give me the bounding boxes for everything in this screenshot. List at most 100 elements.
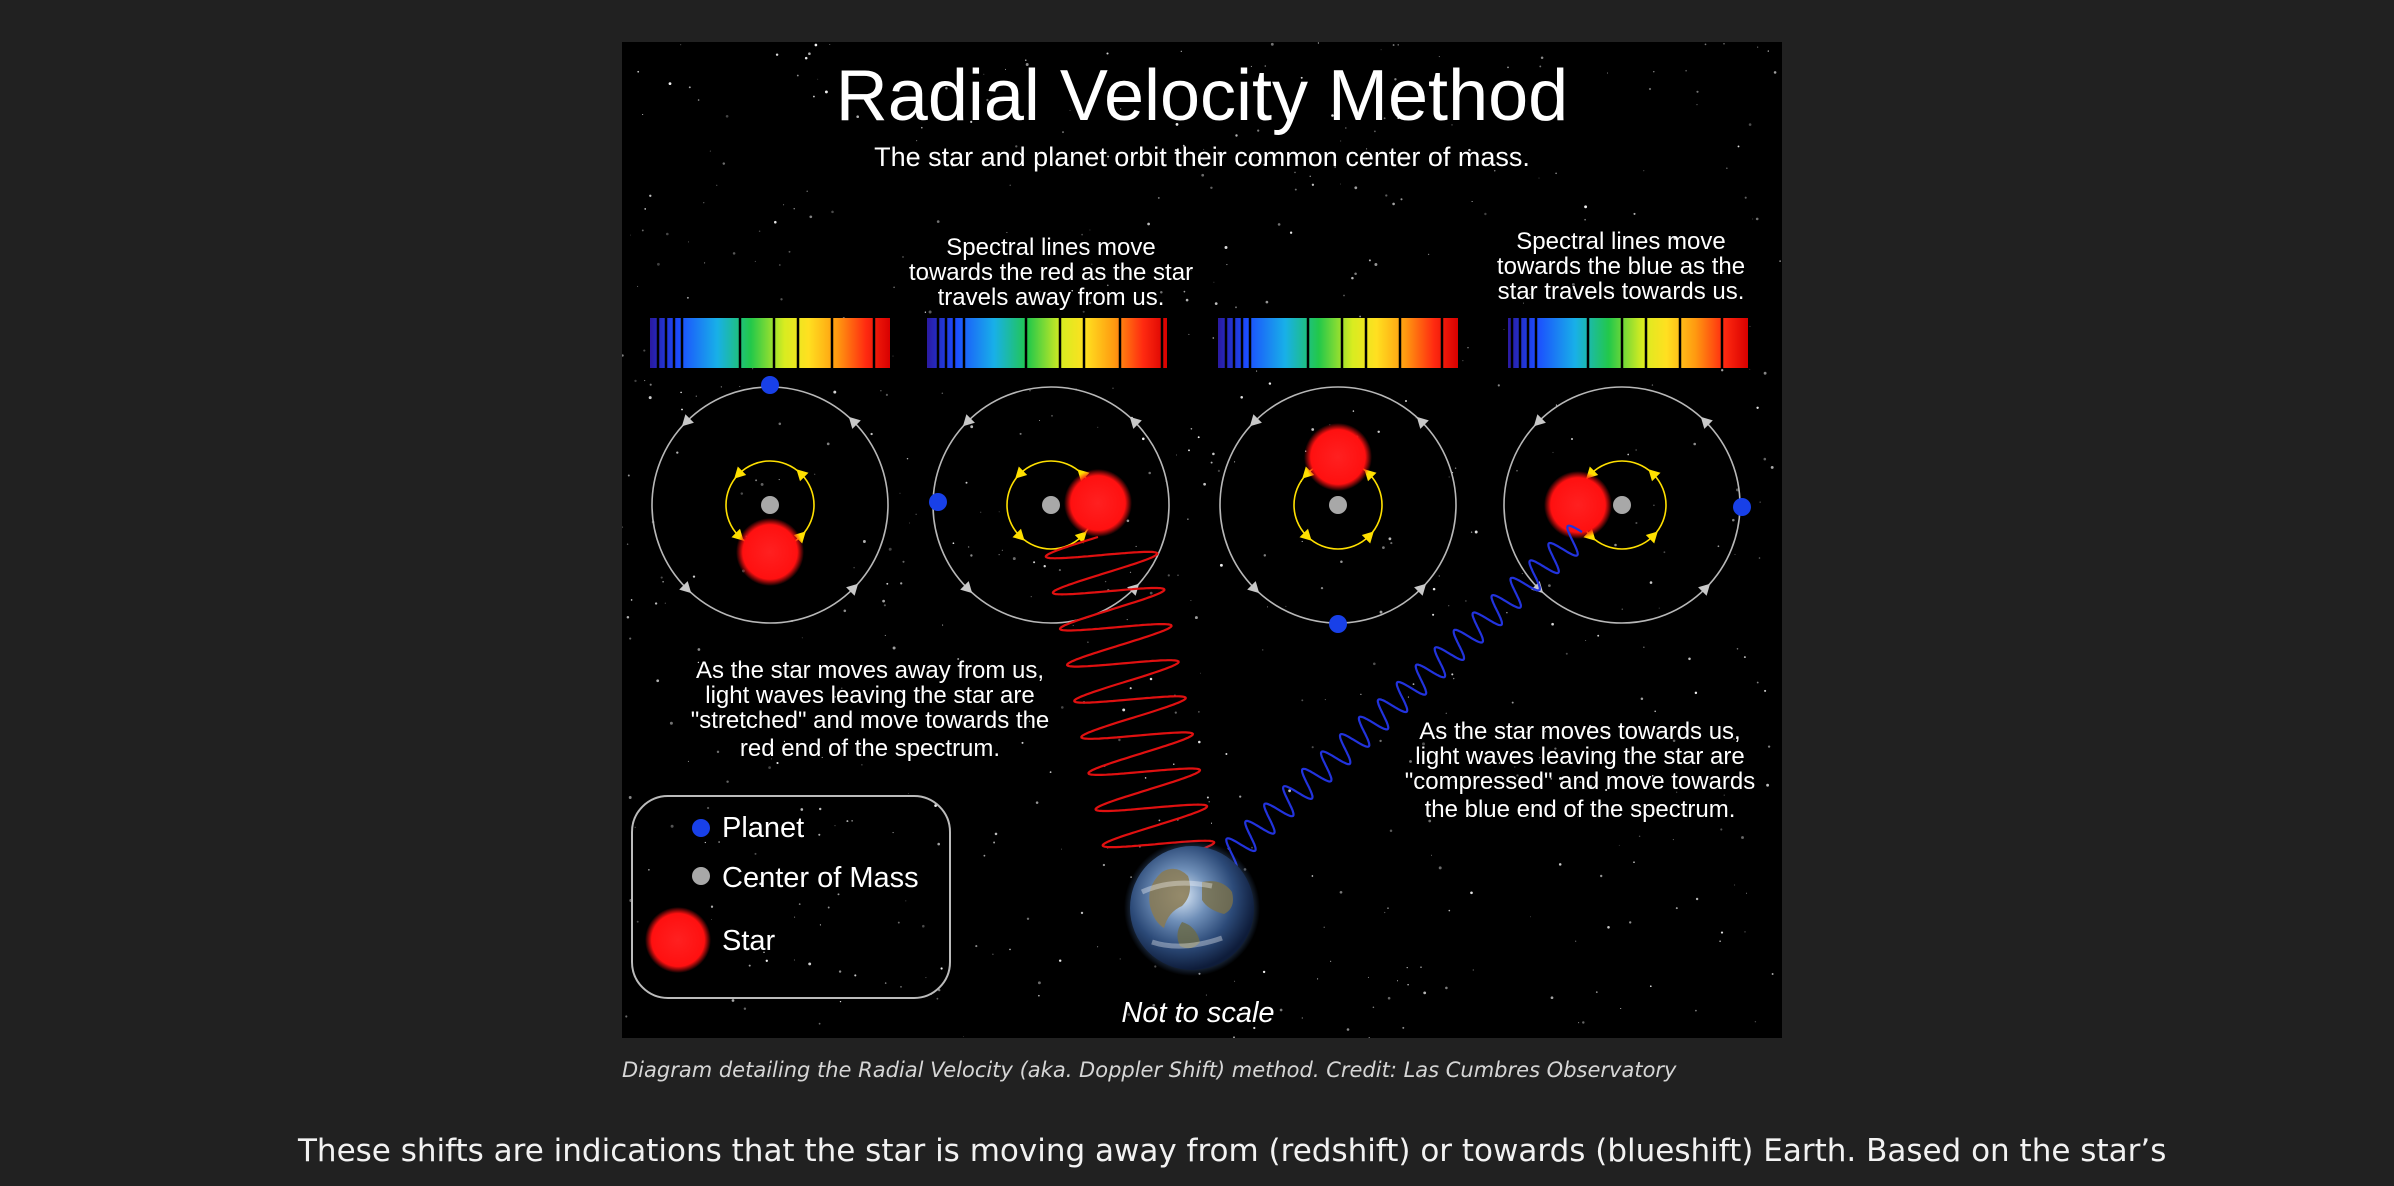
- star-dot: [1758, 557, 1761, 559]
- star-dot: [669, 721, 673, 725]
- star-dot: [760, 482, 764, 486]
- star-dot: [920, 126, 923, 129]
- orbit-arrow: [962, 414, 975, 427]
- star-dot: [1324, 699, 1326, 701]
- star-dot: [1635, 449, 1637, 451]
- star-dot: [1201, 173, 1205, 177]
- star-dot: [1438, 866, 1442, 870]
- star-dot: [1648, 87, 1652, 91]
- star-dot: [1148, 471, 1151, 475]
- star-dot: [1049, 771, 1052, 773]
- star-dot: [1430, 854, 1433, 856]
- star-dot: [1618, 844, 1620, 846]
- star-dot: [1119, 958, 1121, 960]
- star-dot: [1253, 1026, 1256, 1030]
- star-dot: [1019, 432, 1022, 435]
- diagram-subtitle: The star and planet orbit their common c…: [874, 142, 1530, 172]
- star-dot: [1005, 68, 1006, 70]
- star-dot: [882, 599, 885, 603]
- star-dot: [1265, 300, 1269, 304]
- star-dot: [994, 832, 998, 836]
- star-dot: [1538, 91, 1541, 93]
- star-dot: [1736, 648, 1739, 650]
- star-dot: [1387, 907, 1389, 909]
- star-dot: [951, 164, 954, 167]
- star-dot: [1467, 346, 1469, 349]
- star-dot: [1026, 917, 1030, 921]
- star-dot: [1555, 404, 1557, 406]
- note-line: "stretched" and move towards the: [691, 707, 1050, 734]
- star-dot: [627, 474, 630, 477]
- star-dot: [964, 246, 966, 248]
- note-line: Spectral lines move: [946, 234, 1155, 261]
- star-dot: [806, 190, 808, 192]
- star-dot: [1104, 580, 1107, 583]
- planet-legend-icon: [692, 819, 710, 837]
- star-dot: [899, 492, 901, 494]
- orbit-arrow: [1416, 416, 1429, 429]
- star-dot: [1748, 123, 1752, 126]
- star-dot: [649, 194, 652, 197]
- star-dot: [1301, 1017, 1303, 1019]
- star-dot: [763, 951, 765, 954]
- star-dot: [722, 162, 726, 165]
- star-dot: [862, 540, 866, 543]
- star-dot: [680, 44, 682, 46]
- star-dot: [1006, 231, 1008, 234]
- star-dot: [1212, 452, 1215, 456]
- star-dot: [1160, 291, 1163, 294]
- star-dot: [1234, 980, 1236, 982]
- star-dot: [1372, 1006, 1375, 1009]
- star-dot: [731, 999, 735, 1002]
- note-line: "compressed" and move towards: [1405, 768, 1756, 795]
- star-dot: [1112, 387, 1114, 389]
- diagram-title: Radial Velocity Method: [836, 56, 1568, 136]
- star-dot: [1224, 246, 1228, 249]
- star-dot: [1037, 981, 1041, 985]
- star-dot: [1025, 59, 1027, 61]
- star-dot: [1144, 777, 1147, 779]
- note-line: travels away from us.: [938, 284, 1165, 311]
- star-dot: [688, 86, 691, 89]
- orbit-arrow: [1299, 528, 1312, 541]
- star-dot: [622, 526, 624, 529]
- star-dot: [1289, 231, 1293, 234]
- star-dot: [1526, 731, 1528, 733]
- star-dot: [1311, 428, 1315, 431]
- star-dot: [1183, 290, 1186, 293]
- star-dot: [1210, 186, 1213, 190]
- star-dot: [1749, 368, 1751, 370]
- star-dot: [794, 916, 796, 918]
- star-dot: [1767, 50, 1769, 52]
- star-dot: [1565, 652, 1568, 655]
- star-dot: [1107, 155, 1110, 158]
- star-dot: [1633, 212, 1636, 215]
- star-dot: [726, 780, 729, 783]
- star-dot: [1696, 104, 1698, 106]
- star-dot: [952, 542, 955, 545]
- star-dot: [703, 202, 705, 204]
- spectrum-4-blueshifted: [1508, 318, 1748, 368]
- star-dot: [1412, 683, 1415, 686]
- star-dot: [1129, 687, 1132, 690]
- star-dot: [644, 208, 647, 210]
- star-dot: [827, 906, 830, 909]
- legend-planet-label: Planet: [722, 812, 804, 844]
- star-dot: [1262, 970, 1266, 974]
- star-dot: [657, 262, 660, 266]
- star-dot: [814, 43, 818, 47]
- star-dot: [1755, 217, 1759, 221]
- orbit-arrow: [848, 416, 861, 429]
- star-dot: [697, 648, 701, 651]
- star-dot: [778, 264, 781, 266]
- star-dot: [1585, 639, 1587, 641]
- star-dot: [711, 919, 712, 920]
- earth-image: [1124, 840, 1260, 976]
- star-dot: [846, 820, 849, 823]
- orbit-system-1: [651, 376, 889, 624]
- star-dot: [718, 841, 720, 843]
- star-dot: [826, 442, 830, 446]
- star-dot: [941, 392, 944, 395]
- star-dot: [1695, 1009, 1697, 1012]
- star-dot: [1589, 725, 1592, 728]
